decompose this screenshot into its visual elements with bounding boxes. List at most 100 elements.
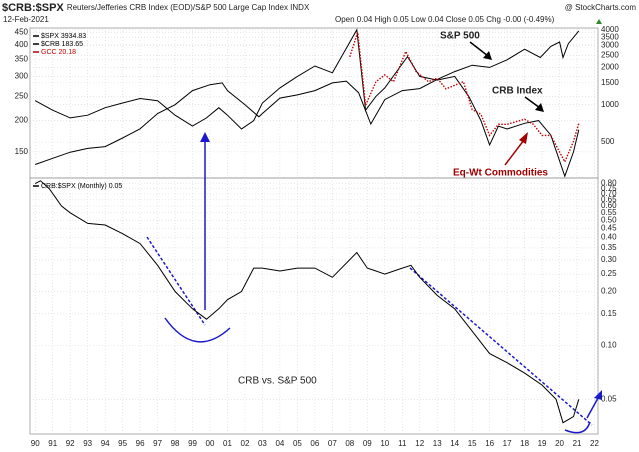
- y-tick-label: 450: [15, 27, 29, 36]
- y-tick-label: 0.45: [601, 223, 617, 232]
- x-tick-label: 04: [275, 439, 284, 448]
- arrowhead: [483, 51, 492, 60]
- y-tick-label: 0.15: [601, 309, 617, 318]
- x-tick-label: 09: [363, 439, 372, 448]
- symbol: $CRB:$SPX: [2, 2, 64, 14]
- x-tick-label: 06: [310, 439, 319, 448]
- legend-name: $CRB: [41, 41, 60, 48]
- x-tick-label: 02: [241, 439, 250, 448]
- x-tick-label: 05: [293, 439, 302, 448]
- arc: [164, 317, 231, 343]
- arrowhead: [519, 132, 528, 144]
- x-tick-label: 03: [258, 439, 267, 448]
- x-tick-label: 19: [538, 439, 547, 448]
- x-tick-label: 12: [415, 439, 424, 448]
- date: 12-Feb-2021: [3, 15, 49, 24]
- arc: [564, 421, 591, 434]
- y-tick-label: 4000: [601, 25, 619, 34]
- annotation: CRB Index: [492, 86, 543, 97]
- x-tick-label: 90: [31, 439, 40, 448]
- arrowhead: [200, 132, 210, 142]
- y-tick-label: 2500: [601, 50, 619, 59]
- header: $CRB:$SPX Reuters/Jefferies CRB Index (E…: [2, 2, 310, 14]
- series-line: [35, 30, 580, 165]
- blue-arrow: [586, 397, 599, 419]
- x-tick-label: 98: [171, 439, 180, 448]
- x-tick-label: 10: [380, 439, 389, 448]
- series-line: [349, 32, 580, 164]
- legend-entry: $SPX 3934.83: [41, 33, 86, 40]
- x-tick-label: 07: [328, 439, 337, 448]
- credit: @ StockCharts.com: [565, 3, 637, 12]
- change-arrow: [596, 19, 602, 24]
- y-tick-label: 0.50: [601, 215, 617, 224]
- legend-value: 20.18: [59, 49, 77, 56]
- series-line: [34, 180, 580, 424]
- y-tick-label: 0.75: [601, 184, 617, 193]
- x-tick-label: 97: [153, 439, 162, 448]
- y-tick-label: 0.40: [601, 233, 617, 242]
- series-line: [34, 28, 580, 178]
- black-arrow: [524, 96, 541, 109]
- x-tick-label: 95: [118, 439, 127, 448]
- y-tick-label: 250: [15, 91, 29, 100]
- trend-line: [409, 267, 593, 426]
- annotation: CRB vs. S&P 500: [238, 376, 317, 387]
- y-tick-label: 150: [15, 147, 29, 156]
- annotation: S&P 500: [440, 31, 480, 42]
- x-tick-label: 15: [468, 439, 477, 448]
- y-tick-label: 3500: [601, 32, 619, 41]
- legend-name: CRB:$SPX (Monthly): [41, 183, 107, 190]
- x-tick-label: 01: [223, 439, 232, 448]
- legend-entry: $CRB 183.65: [41, 41, 83, 48]
- y-tick-label: 400: [15, 40, 29, 49]
- y-tick-label: 200: [15, 116, 29, 125]
- x-tick-label: 17: [503, 439, 512, 448]
- red-arrow: [504, 139, 525, 166]
- y-tick-label: 500: [601, 137, 615, 146]
- x-tick-label: 11: [398, 439, 407, 448]
- annotations: [146, 41, 602, 434]
- legend-entry: GCC 20.18: [41, 49, 76, 56]
- legend-value: 0.05: [109, 183, 123, 190]
- x-tick-label: 92: [66, 439, 75, 448]
- arrowhead: [535, 103, 544, 112]
- bottom-panel: [29, 177, 599, 435]
- y-tick-label: 0.60: [601, 201, 617, 210]
- x-tick-label: 93: [83, 439, 92, 448]
- y-tick-label: 0.55: [601, 208, 617, 217]
- y-tick-label: 0.65: [601, 195, 617, 204]
- legend-entry: CRB:$SPX (Monthly) 0.05: [41, 183, 122, 190]
- x-tick-label: 20: [555, 439, 564, 448]
- y-tick-label: 0.25: [601, 269, 617, 278]
- black-arrow: [469, 41, 489, 57]
- x-tick-label: 94: [101, 439, 110, 448]
- arrowhead: [594, 390, 602, 400]
- title: Reuters/Jefferies CRB Index (EOD)/S&P 50…: [67, 3, 310, 12]
- y-tick-label: 300: [15, 72, 29, 81]
- y-tick-label: 0.70: [601, 189, 617, 198]
- legend-name: GCC: [41, 49, 57, 56]
- legend-name: $SPX: [41, 33, 59, 40]
- x-tick-label: 14: [450, 439, 459, 448]
- x-tick-label: 91: [48, 439, 57, 448]
- y-tick-label: 1000: [601, 100, 619, 109]
- x-tick-label: 21: [573, 439, 582, 448]
- annotation: Eq-Wt Commodities: [453, 168, 548, 179]
- x-tick-label: 13: [433, 439, 442, 448]
- y-tick-label: 0.35: [601, 243, 617, 252]
- x-tick-label: 22: [590, 439, 599, 448]
- x-tick-label: 96: [136, 439, 145, 448]
- x-tick-label: 08: [345, 439, 354, 448]
- y-tick-label: 2000: [601, 62, 619, 71]
- y-tick-label: 1500: [601, 78, 619, 87]
- y-tick-label: 350: [15, 55, 29, 64]
- y-tick-label: 0.05: [601, 394, 617, 403]
- ohlc: Open 0.04 High 0.05 Low 0.04 Close 0.05 …: [335, 15, 555, 24]
- x-tick-label: 00: [206, 439, 215, 448]
- y-tick-label: 0.80: [601, 179, 617, 188]
- y-tick-label: 3000: [601, 41, 619, 50]
- x-tick-label: 99: [188, 439, 197, 448]
- legend-value: 3934.83: [61, 33, 86, 40]
